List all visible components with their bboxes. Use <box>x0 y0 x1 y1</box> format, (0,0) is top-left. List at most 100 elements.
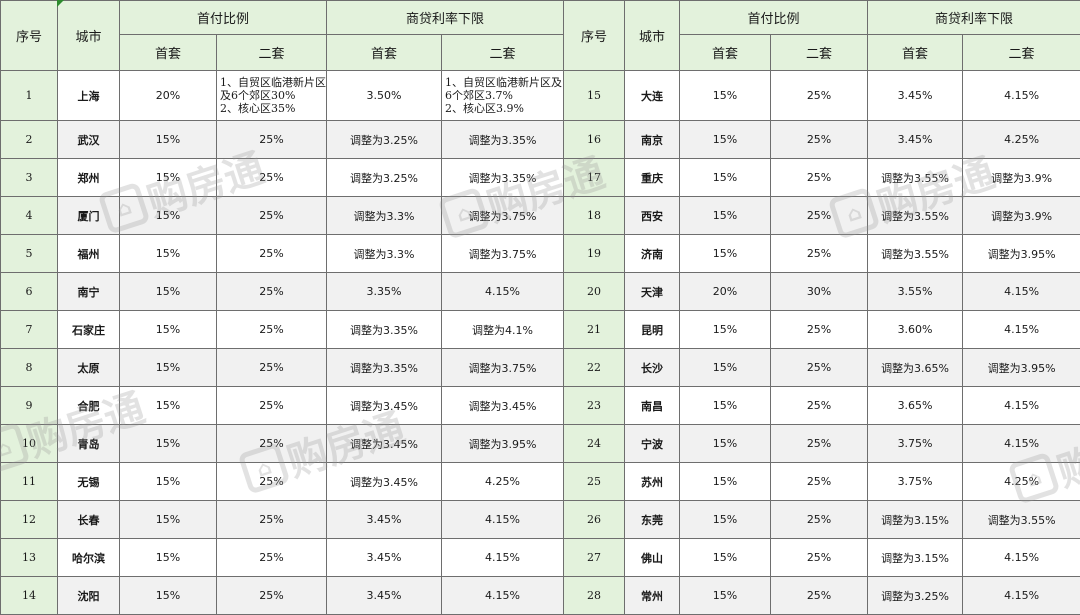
table-row: 7 石家庄 15% 25% 调整为3.35% 调整为4.1% 21 昆明 15% 25% 3.60%… <box>0 310 1080 349</box>
down-payment-first-right: 15% <box>679 196 772 235</box>
down-payment-second-left: 25% <box>215 500 328 539</box>
city-name-left: 郑州 <box>57 158 120 197</box>
rate-first-left: 调整为3.3% <box>326 196 443 235</box>
row-index-right: 28 <box>563 576 626 615</box>
row-index-left: 14 <box>0 576 58 615</box>
rate-second-left: 4.15% <box>441 538 565 577</box>
header-down-payment-left: 首付比例 <box>118 0 328 35</box>
rate-second-left: 调整为3.75% <box>441 348 565 387</box>
city-name-right: 重庆 <box>624 158 681 197</box>
rate-first-left: 3.45% <box>326 500 443 539</box>
header-dp-first-right: 首套 <box>679 34 772 71</box>
rate-second-left: 调整为3.35% <box>441 158 565 197</box>
row-index-left: 9 <box>0 386 58 425</box>
rate-first-right: 调整为3.55% <box>867 196 964 235</box>
rate-first-left: 调整为3.35% <box>326 310 443 349</box>
down-payment-first-left: 15% <box>119 272 217 311</box>
city-name-right: 昆明 <box>624 310 681 349</box>
row-index-right: 23 <box>563 386 626 425</box>
down-payment-second-right: 25% <box>770 196 869 235</box>
city-name-left: 哈尔滨 <box>57 538 120 577</box>
table-row: 1 上海 20% 1、自贸区临港新片区及6个郊区30% 2、核心区35% 3.50% 1、… <box>0 70 1080 121</box>
down-payment-first-left: 20% <box>119 70 217 121</box>
city-name-left: 合肥 <box>57 386 120 425</box>
rate-second-left: 4.15% <box>441 500 565 539</box>
rate-first-left: 调整为3.45% <box>326 424 443 463</box>
header-seq-right: 序号 <box>563 0 626 71</box>
rate-second-left: 调整为3.95% <box>441 424 565 463</box>
row-index-right: 19 <box>563 234 626 273</box>
rate-first-left: 调整为3.45% <box>326 462 443 501</box>
rate-second-right: 调整为3.55% <box>962 500 1080 539</box>
row-index-left: 11 <box>0 462 58 501</box>
row-index-right: 20 <box>563 272 626 311</box>
rate-second-right: 4.15% <box>962 272 1080 311</box>
down-payment-first-left: 15% <box>119 538 217 577</box>
rate-second-right: 4.25% <box>962 462 1080 501</box>
down-payment-second-right: 25% <box>770 348 869 387</box>
table-row: 3 郑州 15% 25% 调整为3.25% 调整为3.35% 17 重庆 15% 25% 调整为3.… <box>0 158 1080 197</box>
city-name-right: 济南 <box>624 234 681 273</box>
table-row: 5 福州 15% 25% 调整为3.3% 调整为3.75% 19 济南 15% 25% 调整为3.5… <box>0 234 1080 273</box>
rate-first-left: 3.50% <box>326 70 443 121</box>
table-row: 9 合肥 15% 25% 调整为3.45% 调整为3.45% 23 南昌 15% 25% 3.65%… <box>0 386 1080 425</box>
header-down-payment-right: 首付比例 <box>679 0 869 35</box>
down-payment-second-left: 25% <box>215 310 328 349</box>
down-payment-second-right: 25% <box>770 424 869 463</box>
table-row: 12 长春 15% 25% 3.45% 4.15% 26 东莞 15% 25% 调整为3.15% 调整… <box>0 500 1080 539</box>
down-payment-second-left: 25% <box>215 120 328 159</box>
city-name-right: 长沙 <box>624 348 681 387</box>
down-payment-first-right: 15% <box>679 158 772 197</box>
rate-first-right: 调整为3.65% <box>867 348 964 387</box>
corner-marker <box>57 0 64 7</box>
rate-first-right: 调整为3.15% <box>867 538 964 577</box>
rate-second-right: 4.15% <box>962 386 1080 425</box>
down-payment-first-left: 15% <box>119 158 217 197</box>
rate-first-right: 3.65% <box>867 386 964 425</box>
header-rate-first-right: 首套 <box>867 34 964 71</box>
row-index-left: 8 <box>0 348 58 387</box>
down-payment-second-left: 25% <box>215 234 328 273</box>
down-payment-first-left: 15% <box>119 424 217 463</box>
down-payment-second-left: 25% <box>215 158 328 197</box>
rate-first-left: 3.35% <box>326 272 443 311</box>
rate-second-right: 调整为3.9% <box>962 196 1080 235</box>
row-index-left: 5 <box>0 234 58 273</box>
table-row: 14 沈阳 15% 25% 3.45% 4.15% 28 常州 15% 25% 调整为3.25% 4.… <box>0 576 1080 615</box>
down-payment-first-right: 15% <box>679 120 772 159</box>
header-dp-first-left: 首套 <box>119 34 217 71</box>
table-row: 13 哈尔滨 15% 25% 3.45% 4.15% 27 佛山 15% 25% 调整为3.15% 4… <box>0 538 1080 577</box>
city-name-right: 大连 <box>624 70 681 121</box>
down-payment-first-right: 15% <box>679 386 772 425</box>
row-index-right: 25 <box>563 462 626 501</box>
down-payment-first-left: 15% <box>119 310 217 349</box>
rate-first-right: 3.45% <box>867 120 964 159</box>
table-row: 6 南宁 15% 25% 3.35% 4.15% 20 天津 20% 30% 3.55% 4.15% <box>0 272 1080 311</box>
down-payment-second-left: 25% <box>215 272 328 311</box>
table-row: 10 青岛 15% 25% 调整为3.45% 调整为3.95% 24 宁波 15% 25% 3.75… <box>0 424 1080 463</box>
down-payment-second-right: 25% <box>770 386 869 425</box>
rate-second-right: 4.15% <box>962 538 1080 577</box>
down-payment-first-left: 15% <box>119 386 217 425</box>
header-dp-second-right: 二套 <box>770 34 869 71</box>
rate-second-left: 调整为3.75% <box>441 196 565 235</box>
down-payment-first-right: 20% <box>679 272 772 311</box>
rate-first-left: 调整为3.3% <box>326 234 443 273</box>
down-payment-first-left: 15% <box>119 120 217 159</box>
header-seq-left: 序号 <box>0 0 58 71</box>
row-index-right: 15 <box>563 70 626 121</box>
rate-first-left: 调整为3.35% <box>326 348 443 387</box>
rate-first-left: 3.45% <box>326 538 443 577</box>
rate-first-right: 调整为3.15% <box>867 500 964 539</box>
city-name-right: 常州 <box>624 576 681 615</box>
down-payment-second-right: 25% <box>770 310 869 349</box>
rate-first-left: 调整为3.25% <box>326 120 443 159</box>
down-payment-first-left: 15% <box>119 500 217 539</box>
down-payment-second-right: 25% <box>770 500 869 539</box>
rate-first-right: 3.45% <box>867 70 964 121</box>
rate-second-left: 4.15% <box>441 576 565 615</box>
city-name-left: 武汉 <box>57 120 120 159</box>
rate-second-right: 4.15% <box>962 70 1080 121</box>
